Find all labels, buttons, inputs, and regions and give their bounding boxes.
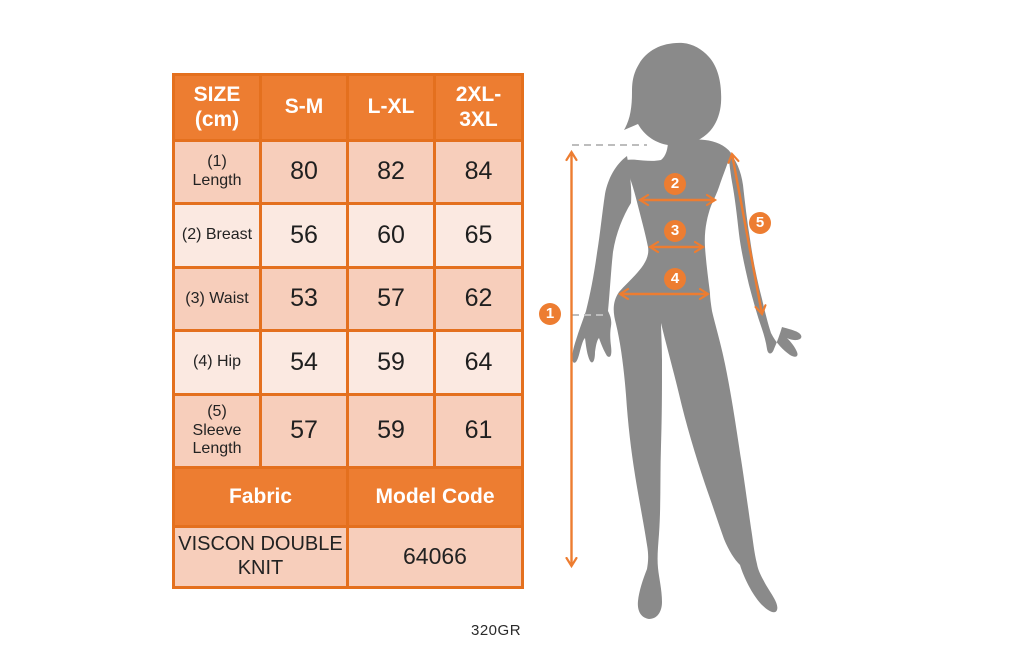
- table-row-waist: (3) Waist 53 57 62: [172, 266, 524, 332]
- measure-badge-3: 3: [664, 220, 686, 242]
- measurement-value: 61: [433, 393, 524, 469]
- fabric-weight-label: 320GR: [471, 622, 522, 639]
- measurement-value: 59: [346, 329, 436, 396]
- size-col-lxl: L-XL: [346, 73, 436, 142]
- measurement-value: 65: [433, 202, 524, 269]
- measurement-value: 62: [433, 266, 524, 332]
- measurement-label: (1) Length: [172, 139, 262, 205]
- measurement-value: 53: [259, 266, 349, 332]
- size-unit-header: SIZE (cm): [172, 73, 262, 142]
- measurement-label: (4) Hip: [172, 329, 262, 396]
- measurement-label: (2) Breast: [172, 202, 262, 269]
- sleeve-length-arrow: [732, 154, 762, 314]
- size-col-2xl3xl: 2XL- 3XL: [433, 73, 524, 142]
- measurement-value: 56: [259, 202, 349, 269]
- table-row-breast: (2) Breast 56 60 65: [172, 202, 524, 269]
- table-row-length: (1) Length 80 82 84: [172, 139, 524, 205]
- silhouette-head: [624, 42, 722, 146]
- silhouette-torso-legs: [613, 139, 778, 620]
- measurement-value: 57: [259, 393, 349, 469]
- measurement-value: 84: [433, 139, 524, 205]
- size-table-header-row: SIZE (cm) S-M L-XL 2XL- 3XL: [172, 73, 524, 142]
- silhouette-right-arm: [728, 151, 802, 357]
- size-col-sm: S-M: [259, 73, 349, 142]
- measure-badge-4: 4: [664, 268, 686, 290]
- fabric-header-cell: Fabric: [172, 466, 349, 528]
- measurement-arrows: [572, 152, 763, 566]
- table-row-hip: (4) Hip 54 59 64: [172, 329, 524, 396]
- measurement-value: 82: [346, 139, 436, 205]
- measurement-value: 80: [259, 139, 349, 205]
- measurement-label: (5) Sleeve Length: [172, 393, 262, 469]
- measure-badge-1: 1: [539, 303, 561, 325]
- measurement-value: 54: [259, 329, 349, 396]
- model-code-value-cell: 64066: [346, 525, 524, 589]
- measurement-value: 59: [346, 393, 436, 469]
- silhouette-left-arm: [572, 156, 632, 363]
- female-body-silhouette: [572, 42, 802, 620]
- measurement-label: (3) Waist: [172, 266, 262, 332]
- measurement-value: 60: [346, 202, 436, 269]
- table-row-sleeve-length: (5) Sleeve Length 57 59 61: [172, 393, 524, 469]
- fabric-value-cell: VISCON DOUBLE KNIT: [172, 525, 349, 589]
- measure-badge-2: 2: [664, 173, 686, 195]
- size-table: SIZE (cm) S-M L-XL 2XL- 3XL (1) Length 8…: [172, 73, 524, 589]
- model-code-header-cell: Model Code: [346, 466, 524, 528]
- measurement-value: 57: [346, 266, 436, 332]
- measurement-value: 64: [433, 329, 524, 396]
- measure-badge-5: 5: [749, 212, 771, 234]
- table-row-fabric-model-values: VISCON DOUBLE KNIT 64066: [172, 525, 524, 589]
- table-row-fabric-model-header: Fabric Model Code: [172, 466, 524, 528]
- body-measurement-diagram: [535, 42, 802, 620]
